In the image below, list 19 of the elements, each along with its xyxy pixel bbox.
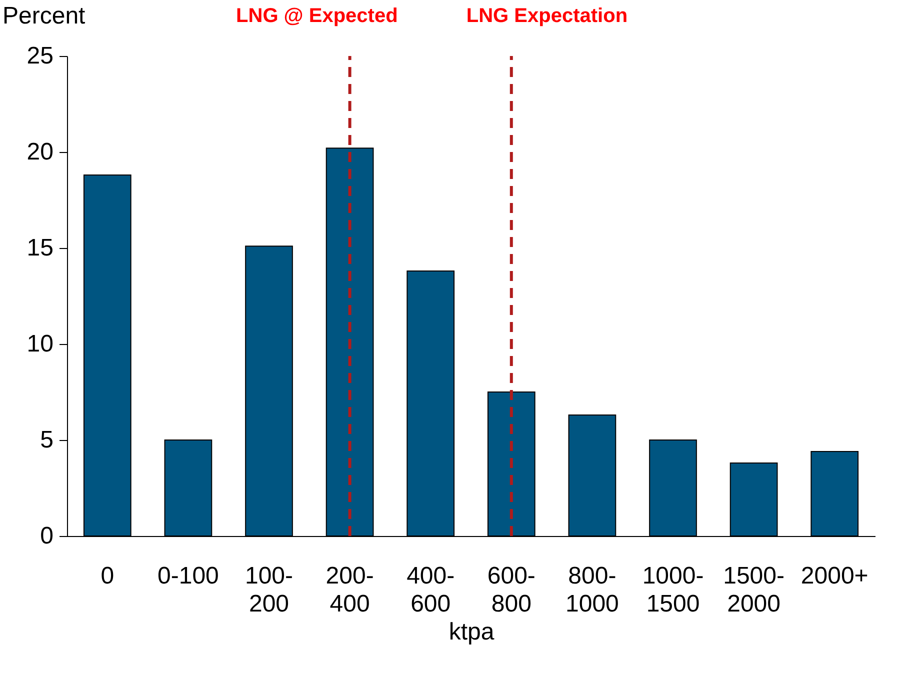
- y-tick-label: 0: [40, 522, 54, 550]
- y-tick-label: 20: [26, 138, 54, 166]
- x-tick-label: 100-200: [244, 562, 294, 618]
- x-tick-label: 600-800: [487, 562, 536, 618]
- y-tick-label: 15: [26, 234, 54, 262]
- x-tick-label: 1500-2000: [723, 562, 784, 618]
- ref-line-label: LNG @ Expected: [236, 5, 398, 27]
- y-tick-label: 10: [26, 330, 54, 358]
- x-tick-label: 2000+: [800, 562, 868, 590]
- x-axis-title: ktpa: [448, 618, 495, 646]
- y-axis-title: Percent: [2, 2, 86, 30]
- x-tick-label: 0-100: [158, 562, 219, 590]
- y-tick-label: 25: [26, 42, 54, 70]
- x-tick-label: 0: [100, 562, 114, 590]
- x-tick-label: 800-1000: [566, 562, 619, 618]
- x-tick-label: 1000-1500: [642, 562, 704, 618]
- ref-line-label: LNG Expectation: [466, 5, 628, 27]
- y-tick-label: 5: [40, 426, 54, 454]
- x-tick-label: 200-400: [326, 562, 374, 618]
